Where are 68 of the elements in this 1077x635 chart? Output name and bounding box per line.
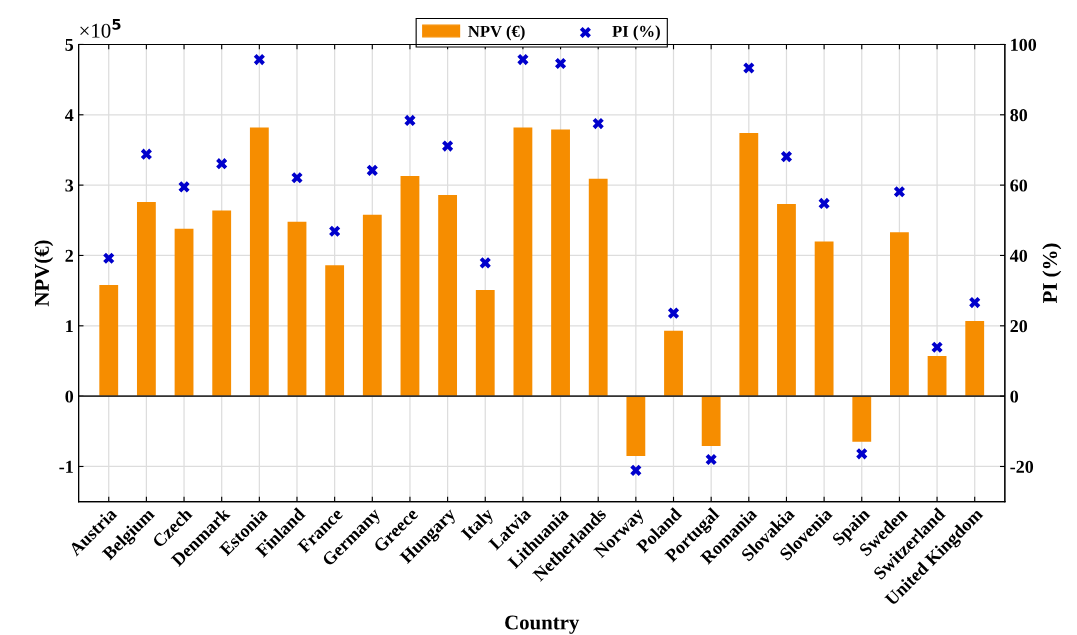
y-tick-label: 4 bbox=[64, 109, 74, 122]
bar bbox=[814, 241, 834, 397]
point bbox=[705, 453, 717, 465]
point bbox=[404, 114, 416, 126]
point bbox=[667, 307, 680, 319]
point bbox=[969, 297, 981, 309]
y-tick-label: 1 bbox=[66, 320, 73, 333]
point bbox=[178, 181, 190, 193]
point bbox=[630, 464, 642, 476]
bar bbox=[400, 175, 420, 397]
y-tick-label: -1 bbox=[59, 460, 73, 473]
y-tick-label: 5 bbox=[65, 38, 74, 51]
text: ×10$^{5}$ bbox=[80, 18, 121, 38]
y-tick-label: 3 bbox=[65, 179, 74, 192]
legend-label: NPV (€) bbox=[468, 25, 525, 41]
point bbox=[103, 252, 115, 264]
point bbox=[931, 341, 943, 353]
point bbox=[743, 62, 755, 74]
point bbox=[780, 151, 793, 163]
x-axis-title: Country bbox=[505, 615, 580, 634]
point bbox=[479, 257, 491, 269]
bar bbox=[588, 178, 608, 397]
point bbox=[555, 57, 567, 69]
bar bbox=[212, 210, 232, 397]
point bbox=[216, 158, 228, 170]
point bbox=[140, 148, 152, 160]
y-tick-label: 0 bbox=[65, 390, 74, 403]
y-tick-label: 2 bbox=[65, 249, 73, 262]
bar bbox=[99, 285, 119, 397]
bar bbox=[362, 214, 382, 397]
bar bbox=[287, 221, 307, 397]
bar bbox=[513, 127, 533, 397]
bar bbox=[249, 127, 269, 397]
point bbox=[253, 54, 265, 66]
point bbox=[366, 164, 378, 176]
bar bbox=[174, 228, 194, 397]
bar bbox=[701, 396, 721, 447]
y2-tick-label: 0 bbox=[1010, 390, 1019, 403]
point bbox=[856, 448, 868, 460]
bar bbox=[551, 129, 570, 397]
point bbox=[818, 197, 830, 209]
legend-label: PI (%) bbox=[612, 25, 660, 41]
y2-tick-label: 80 bbox=[1010, 109, 1028, 122]
y2-axis-title: PI (%) bbox=[1042, 243, 1062, 304]
point bbox=[517, 54, 529, 66]
bar bbox=[927, 356, 947, 397]
y-axis-title: NPV(€) bbox=[34, 240, 54, 307]
point bbox=[592, 118, 604, 130]
bar bbox=[325, 265, 345, 397]
y2-tick-label: 40 bbox=[1009, 249, 1028, 262]
point bbox=[442, 140, 454, 152]
bar bbox=[777, 204, 796, 397]
bar bbox=[136, 202, 156, 397]
bar bbox=[890, 232, 909, 397]
bar bbox=[664, 330, 683, 397]
bar bbox=[965, 320, 985, 397]
point bbox=[291, 172, 303, 184]
bar bbox=[739, 133, 759, 397]
point bbox=[893, 186, 905, 198]
y2-tick-label: 100 bbox=[1011, 38, 1037, 51]
y2-tick-label: 20 bbox=[1010, 320, 1028, 333]
y2-tick-label: -20 bbox=[1010, 460, 1034, 473]
bar bbox=[852, 396, 872, 442]
bar bbox=[438, 194, 458, 397]
bar bbox=[626, 396, 646, 456]
y2-tick-label: 60 bbox=[1010, 179, 1028, 192]
point bbox=[329, 225, 341, 237]
bar bbox=[475, 289, 495, 397]
